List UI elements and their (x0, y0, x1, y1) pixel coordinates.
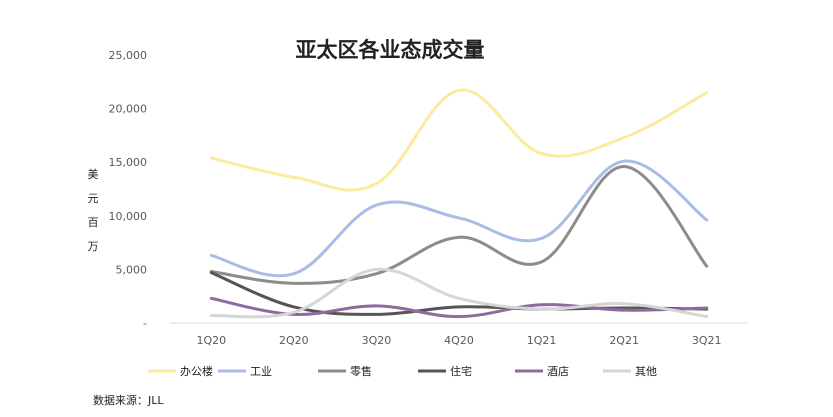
y-axis-label-char: 万 (88, 240, 99, 253)
legend-label: 其他 (635, 365, 657, 378)
y-tick-label: 20,000 (109, 103, 148, 116)
series-line-4 (209, 271, 709, 316)
x-tick-label: 4Q20 (444, 334, 474, 347)
legend: 办公楼 工业 零售 住宅 酒店 其他 (148, 364, 657, 378)
chart-title: 亚太区各业态成交量 (296, 38, 485, 62)
y-tick-label: 25,000 (109, 49, 148, 62)
y-tick-label: 10,000 (109, 210, 148, 223)
legend-label: 零售 (350, 364, 372, 378)
x-axis-ticks: 1Q20 2Q20 3Q20 4Q20 1Q21 2Q21 3Q21 (196, 334, 721, 347)
y-axis-ticks: - 5,000 10,000 15,000 20,000 25,000 (109, 49, 148, 330)
legend-label: 工业 (250, 365, 272, 378)
x-tick-label: 2Q20 (279, 334, 309, 347)
y-axis-label-char: 元 (88, 192, 99, 205)
series-line-2 (209, 159, 709, 278)
x-tick-label: 2Q21 (609, 334, 639, 347)
y-tick-label: 15,000 (109, 156, 148, 169)
x-tick-label: 1Q21 (527, 334, 557, 347)
x-tick-label: 3Q20 (362, 334, 392, 347)
legend-label: 住宅 (450, 364, 472, 378)
series-line-3 (209, 164, 709, 285)
y-tick-label: - (143, 317, 147, 330)
series-line-1 (209, 88, 709, 192)
series-lines (209, 88, 709, 319)
series-line-5 (209, 296, 709, 319)
x-tick-label: 3Q21 (692, 334, 722, 347)
legend-label: 办公楼 (180, 364, 213, 378)
y-axis-label-char: 百 (88, 216, 99, 229)
x-tick-label: 1Q20 (196, 334, 226, 347)
y-tick-label: 5,000 (116, 263, 148, 276)
y-axis-label-char: 美 (88, 168, 99, 181)
series-line-6 (209, 267, 709, 319)
source-note: 数据来源：JLL (93, 393, 164, 407)
legend-label: 酒店 (547, 364, 569, 378)
